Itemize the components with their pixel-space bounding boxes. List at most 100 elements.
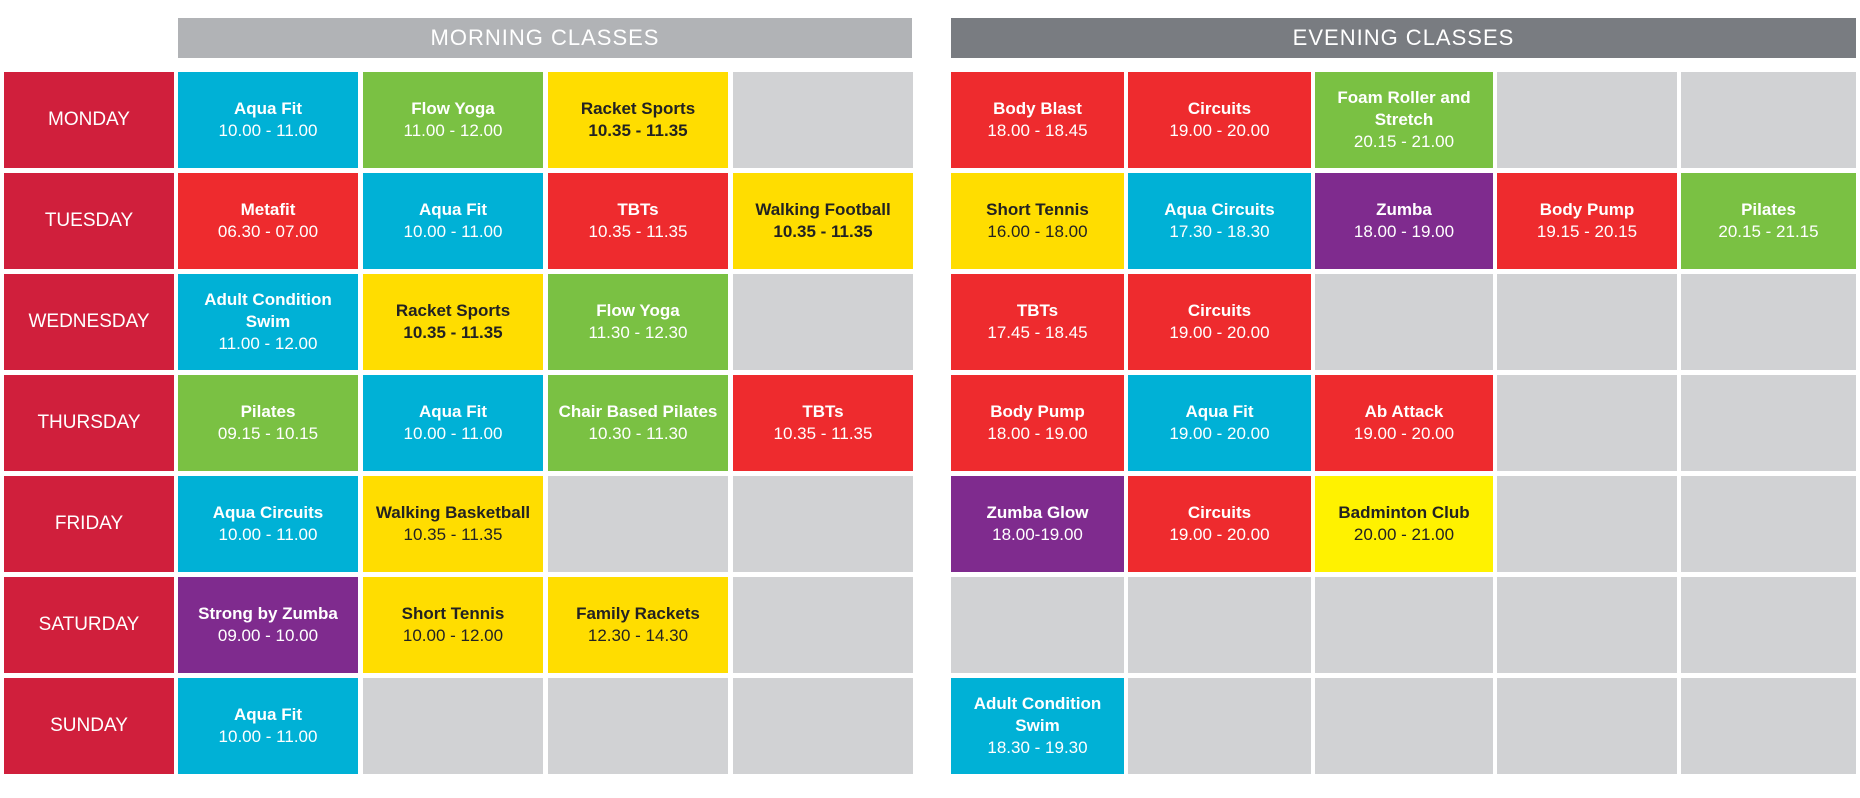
day-label-friday: FRIDAY xyxy=(4,476,174,572)
class-time: 17.45 - 18.45 xyxy=(987,323,1088,342)
class-name: Aqua Fit xyxy=(419,200,487,219)
class-name: TBTs xyxy=(617,200,659,219)
class-name: Metafit xyxy=(240,200,296,219)
class-name: Body Pump xyxy=(990,402,1085,421)
class-time: 10.30 - 11.30 xyxy=(588,424,688,443)
class-name: Adult Condition Swim xyxy=(204,290,332,331)
class-name: Chair Based Pilates xyxy=(558,402,718,421)
empty-slot xyxy=(733,72,913,168)
empty-slot xyxy=(1128,577,1311,673)
class-time: 10.00 - 11.00 xyxy=(403,222,503,241)
morning-class-cell: Walking Basketball 10.35 - 11.35 xyxy=(363,476,543,572)
morning-class-cell: Racket Sports 10.35 - 11.35 xyxy=(363,274,543,370)
day-label-thursday: THURSDAY xyxy=(4,375,174,471)
morning-class-cell: Walking Football 10.35 - 11.35 xyxy=(733,173,913,269)
class-time: 10.35 - 11.35 xyxy=(773,222,873,241)
empty-slot xyxy=(1497,274,1677,370)
empty-slot xyxy=(1497,577,1677,673)
class-name: Aqua Circuits xyxy=(1164,200,1275,219)
class-time: 18.00-19.00 xyxy=(992,525,1083,544)
class-name: Walking Football xyxy=(755,200,891,219)
class-name: Circuits xyxy=(1187,301,1252,320)
morning-class-cell: Aqua Fit 10.00 - 11.00 xyxy=(178,72,358,168)
class-time: 20.15 - 21.15 xyxy=(1718,222,1819,241)
class-name: Aqua Circuits xyxy=(212,503,324,522)
evening-class-cell: Ab Attack 19.00 - 20.00 xyxy=(1315,375,1493,471)
class-name: Ab Attack xyxy=(1364,402,1444,421)
empty-slot xyxy=(1681,678,1856,774)
class-time: 19.00 - 20.00 xyxy=(1169,323,1270,342)
morning-class-cell: TBTs 10.35 - 11.35 xyxy=(548,173,728,269)
class-name: Circuits xyxy=(1187,503,1252,522)
class-name: Short Tennis xyxy=(401,604,505,623)
morning-classes-header: MORNING CLASSES xyxy=(178,18,912,58)
class-time: 18.00 - 18.45 xyxy=(987,121,1088,140)
class-time: 10.35 - 11.35 xyxy=(588,121,688,140)
evening-class-cell: Circuits 19.00 - 20.00 xyxy=(1128,72,1311,168)
class-name: Strong by Zumba xyxy=(198,604,338,623)
class-name: Aqua Fit xyxy=(234,99,302,118)
empty-slot xyxy=(1315,274,1493,370)
class-time: 10.00 - 11.00 xyxy=(218,121,318,140)
evening-class-cell: Zumba 18.00 - 19.00 xyxy=(1315,173,1493,269)
class-time: 10.35 - 11.35 xyxy=(403,323,503,342)
evening-class-cell: Zumba Glow 18.00-19.00 xyxy=(951,476,1124,572)
class-name: Circuits xyxy=(1187,99,1252,118)
class-name: Family Rackets xyxy=(576,604,700,623)
class-time: 09.15 - 10.15 xyxy=(217,424,319,443)
morning-class-cell: Flow Yoga 11.00 - 12.00 xyxy=(363,72,543,168)
class-time: 18.00 - 19.00 xyxy=(1353,222,1455,241)
morning-class-cell: Short Tennis 10.00 - 12.00 xyxy=(363,577,543,673)
class-time: 10.00 - 11.00 xyxy=(218,525,318,544)
class-name: Flow Yoga xyxy=(411,99,495,118)
empty-slot xyxy=(951,577,1124,673)
morning-class-cell: TBTs 10.35 - 11.35 xyxy=(733,375,913,471)
class-name: Aqua Fit xyxy=(234,705,302,724)
day-label-wednesday: WEDNESDAY xyxy=(4,274,174,370)
class-time: 10.00 - 11.00 xyxy=(403,424,503,443)
morning-class-cell: Aqua Fit 10.00 - 11.00 xyxy=(178,678,358,774)
empty-slot xyxy=(1497,375,1677,471)
day-label-monday: MONDAY xyxy=(4,72,174,168)
evening-class-cell: Badminton Club 20.00 - 21.00 xyxy=(1315,476,1493,572)
evening-class-cell: Aqua Fit 19.00 - 20.00 xyxy=(1128,375,1311,471)
class-time: 11.30 - 12.30 xyxy=(588,323,688,342)
empty-slot xyxy=(548,678,728,774)
evening-class-cell: Pilates 20.15 - 21.15 xyxy=(1681,173,1856,269)
empty-slot xyxy=(1497,678,1677,774)
empty-slot xyxy=(733,678,913,774)
class-time: 17.30 - 18.30 xyxy=(1169,222,1270,241)
class-time: 19.00 - 20.00 xyxy=(1169,121,1270,140)
empty-slot xyxy=(733,577,913,673)
empty-slot xyxy=(548,476,728,572)
class-name: Foam Roller and Stretch xyxy=(1337,88,1471,129)
empty-slot xyxy=(1315,678,1493,774)
morning-class-cell: Racket Sports 10.35 - 11.35 xyxy=(548,72,728,168)
empty-slot xyxy=(1681,274,1856,370)
class-name: Zumba Glow xyxy=(986,503,1089,522)
evening-class-cell: Aqua Circuits 17.30 - 18.30 xyxy=(1128,173,1311,269)
class-name: Aqua Fit xyxy=(1185,402,1254,421)
class-name: Badminton Club xyxy=(1338,503,1470,522)
empty-slot xyxy=(733,274,913,370)
class-time: 10.00 - 11.00 xyxy=(218,727,318,746)
empty-slot xyxy=(1681,476,1856,572)
class-time: 09.00 - 10.00 xyxy=(217,626,319,645)
empty-slot xyxy=(363,678,543,774)
class-name: Racket Sports xyxy=(395,301,511,320)
class-name: Body Pump xyxy=(1539,200,1635,219)
empty-slot xyxy=(1128,678,1311,774)
class-time: 19.00 - 20.00 xyxy=(1353,424,1455,443)
class-time: 19.00 - 20.00 xyxy=(1169,525,1270,544)
morning-class-cell: Metafit 06.30 - 07.00 xyxy=(178,173,358,269)
empty-slot xyxy=(1497,72,1677,168)
morning-class-cell: Pilates 09.15 - 10.15 xyxy=(178,375,358,471)
class-time: 11.00 - 12.00 xyxy=(403,121,503,140)
class-name: Aqua Fit xyxy=(419,402,487,421)
morning-class-cell: Chair Based Pilates 10.30 - 11.30 xyxy=(548,375,728,471)
evening-class-cell: Body Pump 19.15 - 20.15 xyxy=(1497,173,1677,269)
evening-class-cell: Adult Condition Swim 18.30 - 19.30 xyxy=(951,678,1124,774)
day-label-sunday: SUNDAY xyxy=(4,678,174,774)
class-name: Pilates xyxy=(240,402,296,421)
class-time: 10.35 - 11.35 xyxy=(773,424,873,443)
